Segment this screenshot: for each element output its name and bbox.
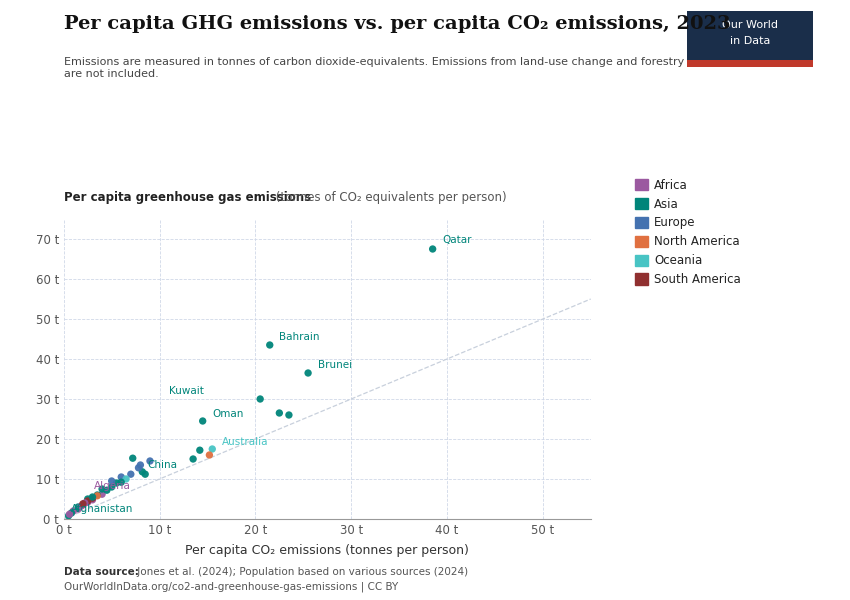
Point <box>95 490 109 499</box>
Point <box>143 456 156 466</box>
Text: Afghanistan: Afghanistan <box>71 504 133 514</box>
Point <box>71 502 85 512</box>
Point <box>76 500 90 510</box>
Point <box>206 444 219 454</box>
Point <box>186 454 200 464</box>
Point <box>132 463 145 473</box>
Text: Kuwait: Kuwait <box>169 386 204 396</box>
Point <box>81 497 94 507</box>
Text: Oman: Oman <box>212 409 244 419</box>
Point <box>110 478 123 488</box>
Text: Per capita greenhouse gas emissions: Per capita greenhouse gas emissions <box>64 191 311 204</box>
Point <box>139 469 152 479</box>
Text: Qatar: Qatar <box>442 235 472 245</box>
Point <box>63 509 76 519</box>
X-axis label: Per capita CO₂ emissions (tonnes per person): Per capita CO₂ emissions (tonnes per per… <box>185 544 469 557</box>
Point <box>86 493 99 503</box>
Text: Per capita GHG emissions vs. per capita CO₂ emissions, 2023: Per capita GHG emissions vs. per capita … <box>64 15 730 33</box>
Text: in Data: in Data <box>729 37 770 46</box>
Text: Algeria: Algeria <box>94 481 131 491</box>
Point <box>124 469 138 479</box>
Point <box>126 454 139 463</box>
Point <box>282 410 296 420</box>
Point <box>86 492 99 502</box>
Point <box>81 496 94 506</box>
Text: Jones et al. (2024); Population based on various sources (2024): Jones et al. (2024); Population based on… <box>134 567 468 577</box>
Legend: Africa, Asia, Europe, North America, Oceania, South America: Africa, Asia, Europe, North America, Oce… <box>631 174 745 291</box>
Point <box>426 244 439 254</box>
Point <box>135 467 149 476</box>
Point <box>81 494 94 504</box>
Point <box>95 484 109 494</box>
Point <box>86 495 99 505</box>
Point <box>133 460 147 470</box>
Text: China: China <box>147 460 177 470</box>
Point <box>119 474 133 484</box>
Point <box>76 499 90 509</box>
Point <box>196 416 209 426</box>
Point <box>115 478 128 487</box>
Point <box>263 340 276 350</box>
Text: Bahrain: Bahrain <box>280 332 320 342</box>
Point <box>66 506 80 516</box>
Point <box>71 504 85 514</box>
Point <box>193 445 207 455</box>
Point <box>90 490 104 500</box>
Text: Data source:: Data source: <box>64 567 139 577</box>
Point <box>115 472 128 482</box>
Text: Australia: Australia <box>222 437 269 447</box>
Text: Our World: Our World <box>722 20 778 29</box>
Point <box>65 508 78 518</box>
Point <box>105 476 118 486</box>
Point <box>253 394 267 404</box>
Point <box>105 482 118 492</box>
Point <box>273 408 286 418</box>
Point <box>202 450 216 460</box>
Point <box>74 502 88 511</box>
Text: (tonnes of CO₂ equivalents per person): (tonnes of CO₂ equivalents per person) <box>272 191 507 204</box>
Point <box>90 491 104 500</box>
Point <box>78 498 92 508</box>
Text: Brunei: Brunei <box>318 360 352 370</box>
Point <box>100 485 114 495</box>
Text: Emissions are measured in tonnes of carbon dioxide-equivalents. Emissions from l: Emissions are measured in tonnes of carb… <box>64 57 684 79</box>
Point <box>301 368 314 378</box>
Point <box>62 511 76 521</box>
Text: OurWorldInData.org/co2-and-greenhouse-gas-emissions | CC BY: OurWorldInData.org/co2-and-greenhouse-ga… <box>64 582 398 593</box>
